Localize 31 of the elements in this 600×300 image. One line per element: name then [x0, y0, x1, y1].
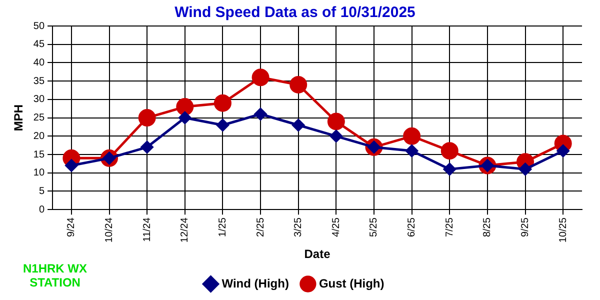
x-tick-label: 12/24 — [180, 217, 191, 243]
y-tick-label: 20 — [33, 130, 45, 142]
x-tick-label: 2/25 — [255, 217, 266, 238]
x-tick-label: 4/25 — [330, 217, 342, 238]
x-tick-label: 8/25 — [482, 217, 494, 238]
legend-label: Wind (High) — [222, 276, 289, 290]
x-tick-label: 7/25 — [444, 217, 456, 238]
x-tick-label: 1/25 — [217, 217, 228, 238]
x-tick-label: 3/25 — [293, 217, 304, 238]
x-tick-label: 5/25 — [368, 217, 380, 238]
y-tick-label: 5 — [38, 186, 45, 197]
legend-label: Gust (High) — [318, 276, 384, 290]
x-tick-label: 9/25 — [520, 217, 532, 238]
y-tick-label: 50 — [33, 20, 45, 32]
y-tick-label: 35 — [33, 76, 45, 87]
x-tick-label: 9/24 — [66, 217, 78, 238]
x-tick-label: 10/25 — [558, 217, 569, 243]
text: N1HRK WX STATION — [22, 261, 88, 290]
y-axis-title: MPH — [12, 104, 26, 132]
y-tick-label: 30 — [33, 94, 45, 106]
y-tick-label: 25 — [33, 112, 45, 124]
x-tick-label: 6/25 — [406, 217, 418, 238]
y-tick-label: 15 — [33, 149, 45, 160]
x-tick-label: 11/24 — [142, 217, 153, 242]
x-tick-label: 10/24 — [104, 217, 116, 243]
y-tick-label: 0 — [38, 204, 45, 216]
chart-title: Wind Speed Data as of 10/31/2025 — [174, 4, 416, 22]
y-tick-label: 45 — [33, 39, 45, 50]
x-axis-title: Date — [304, 247, 331, 262]
y-tick-label: 10 — [33, 168, 45, 179]
y-tick-label: 40 — [33, 57, 45, 68]
